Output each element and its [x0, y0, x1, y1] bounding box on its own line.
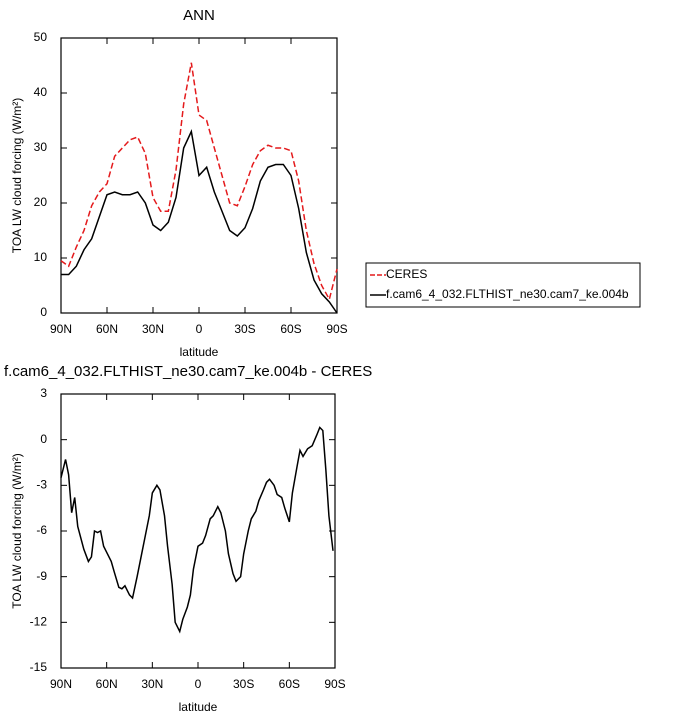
- y-tick-label: -15: [30, 660, 48, 674]
- x-tick-label: 90S: [324, 677, 345, 691]
- x-tick-label: 30N: [141, 677, 163, 691]
- x-axis-label: latitude: [180, 345, 219, 359]
- x-tick-label: 0: [196, 322, 203, 336]
- y-tick-label: 40: [34, 85, 48, 99]
- y-tick-label: 20: [34, 195, 48, 209]
- x-tick-label: 60N: [96, 322, 118, 336]
- x-tick-label: 30S: [234, 322, 255, 336]
- y-tick-label: 0: [40, 432, 47, 446]
- x-tick-label: 60S: [280, 322, 301, 336]
- x-tick-label: 30S: [233, 677, 254, 691]
- y-tick-label: 30: [34, 140, 48, 154]
- x-tick-label: 90N: [50, 322, 72, 336]
- y-tick-label: -6: [36, 523, 47, 537]
- y-tick-label: -12: [30, 615, 48, 629]
- x-tick-label: 60N: [96, 677, 118, 691]
- legend-label: CERES: [386, 267, 427, 281]
- y-tick-label: 0: [40, 305, 47, 319]
- y-tick-label: -9: [36, 569, 47, 583]
- plot-frame: [60, 393, 336, 669]
- data-line: [60, 426, 334, 634]
- legend-label: f.cam6_4_032.FLTHIST_ne30.cam7_ke.004b: [386, 287, 629, 301]
- x-tick-label: 60S: [279, 677, 300, 691]
- data-line: [61, 129, 338, 314]
- x-tick-label: 30N: [142, 322, 164, 336]
- y-tick-label: 3: [40, 386, 47, 400]
- legend-box: [365, 262, 641, 308]
- x-axis-label: latitude: [179, 700, 218, 714]
- y-axis-label: TOA LW cloud forcing (W/m²): [10, 98, 24, 254]
- chart-title: ANN: [183, 7, 215, 24]
- data-line: [60, 62, 338, 302]
- y-axis-label: TOA LW cloud forcing (W/m²): [10, 453, 24, 609]
- y-tick-label: 10: [34, 250, 48, 264]
- x-tick-label: 90S: [326, 322, 347, 336]
- y-tick-label: -3: [36, 478, 47, 492]
- x-tick-label: 0: [195, 677, 202, 691]
- y-tick-label: 50: [34, 30, 48, 44]
- x-tick-label: 90N: [50, 677, 72, 691]
- chart-title: f.cam6_4_032.FLTHIST_ne30.cam7_ke.004b -…: [4, 363, 372, 380]
